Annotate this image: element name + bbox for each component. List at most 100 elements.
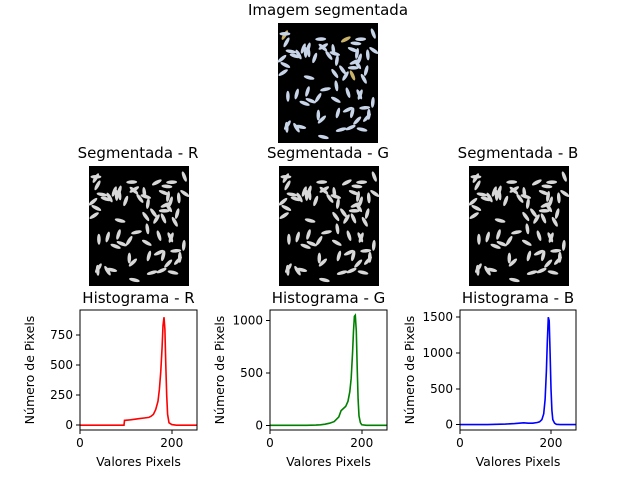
rice-grain: [516, 193, 524, 203]
rice-grain: [350, 41, 362, 46]
rice-grain: [367, 251, 372, 263]
rice-grain: [299, 100, 310, 106]
rice-grain: [315, 235, 323, 246]
rice-grain: [342, 71, 349, 81]
rice-grain: [123, 195, 129, 207]
rice-grain: [546, 180, 558, 185]
rice-grain: [371, 239, 376, 251]
rice-grain: [370, 96, 375, 108]
rice-grain: [141, 239, 152, 246]
rice-grain: [165, 202, 173, 213]
rice-grain: [312, 52, 318, 64]
rice-grain: [556, 192, 561, 204]
rice-grain: [541, 184, 553, 189]
rice-grain: [522, 211, 530, 222]
rice-grain: [343, 249, 354, 256]
y-tick-label: 0: [65, 418, 73, 432]
rice-grain: [477, 233, 481, 245]
rice-grain: [279, 212, 289, 219]
rice-grain: [145, 223, 150, 235]
rice-grain: [360, 248, 372, 253]
rice-grain: [530, 208, 538, 218]
rice-grain: [486, 192, 493, 203]
rice-grain: [129, 277, 140, 283]
rice-grain: [181, 239, 186, 251]
rice-grain: [296, 192, 303, 203]
rice-grain: [285, 264, 290, 276]
rice-grain: [336, 270, 348, 276]
rice-grain: [131, 230, 142, 235]
rice-grain: [305, 98, 316, 104]
rice-grain: [533, 249, 544, 256]
rice-grain: [128, 258, 138, 267]
rice-grain: [474, 180, 481, 191]
rice-grain: [168, 232, 174, 243]
y-axis-label: Número de Pixels: [402, 316, 417, 425]
rice-grain: [160, 213, 167, 224]
rice-grain: [171, 216, 178, 227]
histogram-title: Histograma - R: [82, 289, 194, 307]
rice-grain: [345, 124, 356, 131]
rice-grain: [334, 80, 339, 92]
rice-grain: [356, 127, 368, 132]
image-panel-r: [88, 166, 190, 286]
y-tick-label: 0: [255, 418, 263, 432]
rice-grain: [315, 37, 327, 41]
rice-grain: [140, 194, 152, 199]
axes-frame: [269, 309, 388, 431]
rice-grain: [153, 214, 160, 224]
rice-grain: [284, 180, 291, 191]
rice-grain: [351, 250, 356, 262]
rice-grain: [525, 198, 530, 209]
rice-grain: [94, 180, 101, 191]
rice-grain: [551, 216, 558, 227]
rice-grain: [347, 66, 359, 70]
rice-grain: [286, 90, 290, 102]
rice-grain: [294, 88, 299, 100]
rice-grain: [348, 190, 360, 196]
x-tick-label: 200: [540, 436, 563, 450]
rice-grain: [548, 232, 554, 243]
rice-grain: [357, 89, 363, 100]
rice-grain: [316, 180, 328, 184]
rice-grain: [180, 190, 190, 197]
rice-grain: [359, 105, 371, 110]
rice-grain: [350, 107, 355, 119]
x-axis-label: Valores Pixels: [476, 454, 561, 469]
rice-grain: [470, 175, 482, 179]
rice-grain: [318, 134, 329, 140]
rice-grain: [485, 231, 490, 243]
rice-grain: [111, 186, 117, 197]
rice-grain: [536, 230, 542, 241]
rice-grain: [351, 184, 363, 189]
rice-grain: [357, 270, 369, 275]
rice-grain: [356, 180, 368, 185]
rice-grain: [358, 232, 364, 243]
rice-grain: [334, 55, 339, 66]
rice-grain: [127, 252, 132, 264]
rice-grain: [125, 235, 133, 246]
rice-grain: [156, 230, 162, 241]
image-panel-segmented: [277, 23, 379, 143]
y-tick-label: 500: [240, 366, 263, 380]
rice-grain: [318, 43, 328, 52]
rice-grain: [306, 241, 317, 247]
rice-grain: [285, 49, 297, 54]
rice-grain: [316, 109, 321, 121]
rice-grain: [281, 205, 292, 211]
x-tick-label: 0: [456, 436, 464, 450]
rice-grain: [116, 241, 127, 247]
rice-grain: [181, 171, 187, 182]
rice-grain: [295, 49, 302, 60]
rice-grain: [345, 87, 351, 98]
y-tick-label: 250: [50, 388, 73, 402]
rice-grain: [304, 218, 316, 223]
rice-grain: [145, 198, 150, 209]
rice-grain: [496, 241, 507, 247]
rice-grain: [278, 69, 288, 76]
x-tick-label: 0: [76, 436, 84, 450]
rice-grain: [156, 267, 167, 274]
rice-grain: [561, 171, 567, 182]
rice-grain: [354, 59, 362, 70]
rice-grain: [295, 231, 300, 243]
